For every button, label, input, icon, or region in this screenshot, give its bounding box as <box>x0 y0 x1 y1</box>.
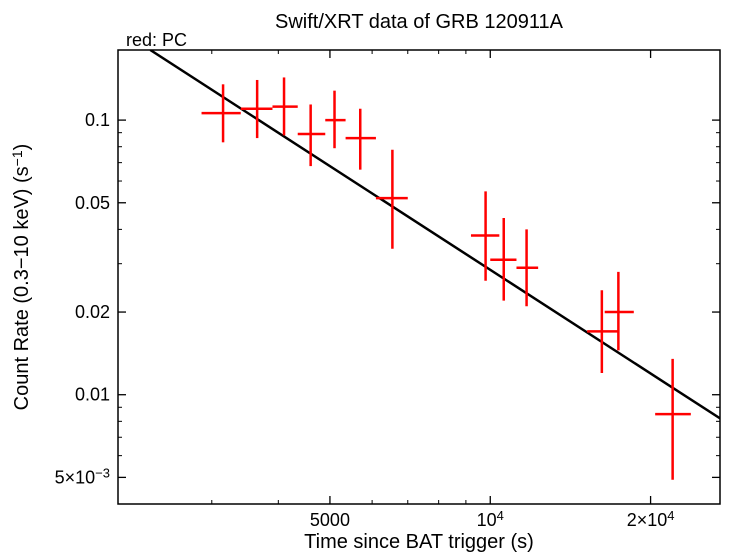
y-tick-label: 0.1 <box>85 110 110 130</box>
y-axis-label: Count Rate (0.3−10 keV) (s−1) <box>9 144 33 411</box>
y-tick-label: 0.05 <box>75 193 110 213</box>
y-tick-label: 0.01 <box>75 385 110 405</box>
chart-bg <box>0 0 746 558</box>
x-tick-label: 5000 <box>310 510 350 530</box>
legend-text: red: PC <box>126 30 187 50</box>
y-tick-label: 0.02 <box>75 302 110 322</box>
chart-container: 50001042×1045×10−30.010.020.050.1Swift/X… <box>0 0 746 558</box>
chart-title: Swift/XRT data of GRB 120911A <box>275 11 564 33</box>
x-axis-label: Time since BAT trigger (s) <box>304 531 534 553</box>
chart-svg: 50001042×1045×10−30.010.020.050.1Swift/X… <box>0 0 746 558</box>
